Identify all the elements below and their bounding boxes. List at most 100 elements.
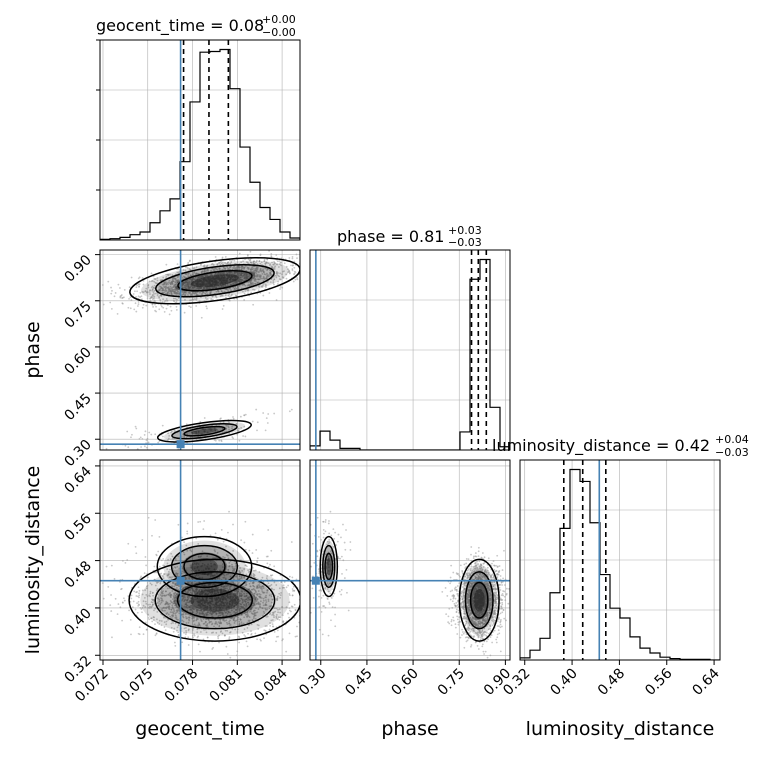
sample-point: [121, 296, 124, 299]
sample-point: [303, 267, 305, 269]
sample-point: [204, 297, 207, 299]
sample-point: [285, 277, 288, 280]
sample-point: [135, 286, 138, 289]
sample-point: [251, 533, 254, 536]
sample-point: [229, 274, 231, 277]
sample-point: [138, 437, 141, 440]
sample-point: [257, 289, 260, 292]
sample-point: [296, 257, 298, 259]
sample-point: [269, 574, 272, 577]
sample-point: [149, 299, 152, 302]
sample-point: [227, 289, 229, 292]
sample-point: [143, 445, 146, 448]
sample-point: [305, 252, 307, 254]
sample-point: [256, 263, 259, 266]
density-shade: [191, 558, 218, 575]
sample-point: [158, 308, 161, 311]
sample-point: [160, 303, 162, 306]
sample-point: [155, 632, 158, 635]
sample-point: [242, 272, 245, 275]
sample-point: [225, 428, 228, 430]
sample-point: [105, 447, 108, 450]
sample-point: [293, 603, 296, 606]
sample-point: [128, 286, 131, 289]
sample-point: [504, 599, 507, 602]
sample-point: [242, 260, 244, 263]
sample-point: [228, 299, 231, 302]
sample-point: [335, 609, 337, 611]
sample-point: [171, 286, 174, 289]
sample-point: [151, 620, 154, 623]
sample-point: [275, 270, 278, 273]
sample-point: [111, 636, 113, 639]
sample-point: [273, 565, 276, 568]
sample-point: [145, 291, 148, 294]
sample-point: [130, 597, 133, 600]
sample-point: [287, 612, 289, 615]
sample-point: [228, 259, 231, 262]
sample-point: [118, 287, 121, 289]
sample-point: [134, 608, 137, 611]
sample-point: [312, 262, 314, 264]
sample-point: [291, 576, 294, 579]
sample-point: [120, 587, 123, 590]
sample-point: [124, 561, 127, 564]
sample-point: [312, 573, 314, 575]
sample-point: [235, 654, 238, 657]
sample-point: [218, 439, 221, 442]
sample-point: [238, 280, 241, 283]
sample-point: [141, 438, 144, 440]
sample-point: [185, 423, 188, 426]
sample-point: [137, 303, 140, 306]
sample-point: [188, 268, 191, 270]
sample-point: [203, 417, 206, 419]
sample-point: [152, 294, 154, 297]
sample-point: [269, 563, 271, 566]
sample-point: [250, 270, 253, 273]
sample-point: [174, 297, 177, 300]
sample-point: [135, 595, 138, 597]
sample-point: [280, 264, 282, 267]
sample-point: [119, 296, 122, 299]
sample-point: [257, 275, 259, 278]
sample-point: [227, 531, 229, 534]
sample-point: [279, 272, 282, 275]
sample-point: [322, 268, 324, 270]
sample-point: [211, 262, 214, 265]
sample-point: [250, 291, 253, 294]
hist-panel-geocent-time: [100, 40, 300, 240]
sample-point: [156, 455, 158, 457]
sample-point: [285, 273, 288, 276]
sample-point: [217, 272, 220, 275]
sample-point: [154, 433, 157, 436]
sample-point: [244, 520, 247, 523]
sample-point: [265, 630, 267, 633]
sample-point: [301, 565, 303, 567]
sample-point: [176, 298, 178, 301]
sample-point: [189, 291, 191, 294]
sample-point: [130, 594, 133, 597]
sample-point: [139, 296, 141, 298]
sample-point: [190, 294, 193, 296]
sample-point: [349, 541, 352, 543]
sample-point: [211, 298, 214, 301]
sample-point: [279, 261, 282, 264]
sample-point: [304, 270, 306, 272]
sample-point: [121, 559, 124, 562]
sample-point: [277, 272, 279, 274]
sample-point: [318, 593, 320, 595]
sample-point: [239, 266, 242, 269]
sample-point: [138, 626, 141, 629]
sample-point: [202, 528, 205, 530]
sample-point: [213, 427, 216, 430]
sample-point: [165, 298, 168, 300]
sample-point: [187, 292, 190, 294]
sample-point: [177, 634, 180, 637]
scatter-panel-luminosity-distance-vs-phase: [310, 460, 510, 660]
sample-point: [177, 631, 180, 634]
sample-point: [136, 290, 138, 293]
sample-point: [195, 305, 198, 307]
sample-point: [161, 424, 164, 427]
sample-point: [105, 565, 108, 568]
sample-point: [107, 280, 110, 283]
